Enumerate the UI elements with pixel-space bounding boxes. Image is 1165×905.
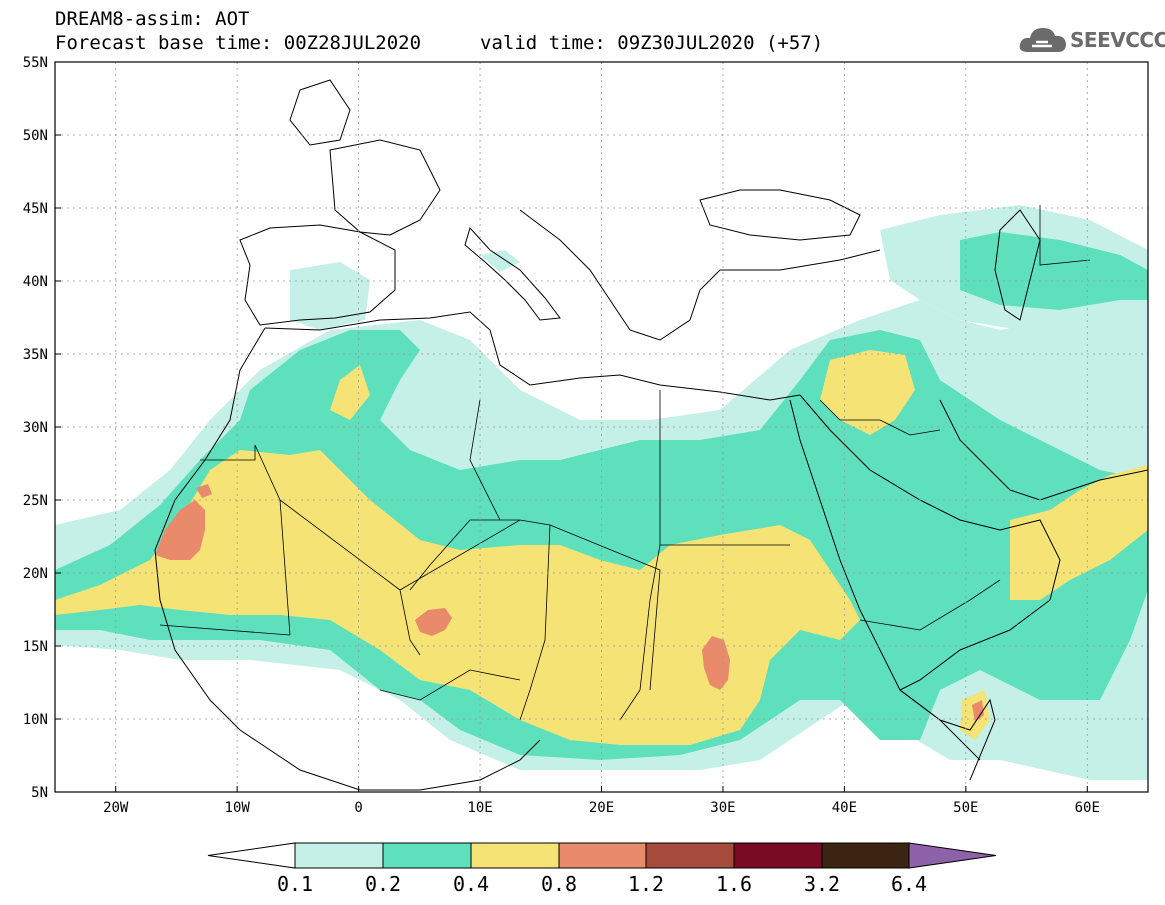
logo-text: SEEVCCC — [1070, 28, 1165, 52]
longitude-labels: 20W 10W 0 10E 20E 30E 40E 50E 60E — [103, 786, 1100, 816]
aot-band-0-1 — [480, 250, 520, 272]
colorbar-segment — [558, 842, 647, 869]
colorbar-label: 0.4 — [452, 872, 490, 896]
longitude-label: 50E — [953, 800, 978, 816]
border — [519, 524, 551, 721]
coastline-iberia — [239, 224, 396, 326]
coastline-west-africa — [154, 327, 541, 791]
border — [159, 624, 291, 636]
coastlines — [154, 79, 1148, 791]
coastline-black-sea — [699, 189, 861, 241]
colorbar-segment — [821, 842, 910, 869]
colorbar-label: 6.4 — [890, 872, 928, 896]
border — [469, 399, 501, 521]
coastline-persian-gulf — [939, 399, 1148, 501]
aot-band-0-2 — [55, 330, 1148, 760]
coastline-caspian — [994, 209, 1041, 321]
border — [379, 669, 521, 701]
colorbar-label: 1.2 — [627, 872, 665, 896]
valid-time: valid time: 09Z30JUL2020 (+57) — [480, 32, 824, 54]
latitude-label: 10N — [23, 712, 48, 728]
aot-band-0-8 — [196, 484, 212, 498]
forecast-base-time: Forecast base time: 00Z28JUL2020 — [55, 32, 422, 54]
colorbar-under-triangle — [207, 842, 296, 869]
colorbar-label: 0.8 — [540, 872, 578, 896]
colorbar-label: 3.2 — [803, 872, 841, 896]
longitude-label: 30E — [710, 800, 735, 816]
border — [409, 519, 520, 591]
border — [619, 544, 661, 721]
longitude-label: 10W — [225, 800, 251, 816]
cloud-icon — [1019, 28, 1066, 52]
latitude-label: 30N — [23, 420, 48, 436]
colorbar — [207, 842, 997, 869]
coastline-italy — [464, 227, 561, 321]
aot-contours — [55, 205, 1148, 780]
colorbar-segment — [645, 842, 735, 869]
latitude-labels: 55N 50N 45N 40N 35N 30N 25N 20N 15N 10N 5N — [23, 55, 61, 801]
border — [859, 579, 1001, 631]
aot-band-0-1 — [290, 262, 370, 330]
colorbar-segment — [382, 842, 472, 869]
latitude-label: 45N — [23, 201, 48, 217]
aot-band-0-8 — [415, 608, 452, 636]
colorbar-label: 0.2 — [364, 872, 402, 896]
latitude-label: 20N — [23, 566, 48, 582]
aot-band-0-4 — [820, 350, 915, 435]
coastline-france — [329, 139, 441, 236]
border — [279, 499, 421, 656]
aot-band-0-8 — [702, 636, 730, 690]
longitude-label: 20W — [103, 800, 129, 816]
longitude-label: 60E — [1075, 800, 1100, 816]
border — [200, 444, 291, 636]
aot-band-0-4 — [1010, 465, 1148, 600]
longitude-label: 20E — [589, 800, 614, 816]
aot-band-0-8 — [155, 500, 205, 560]
colorbar-label: 1.6 — [715, 872, 753, 896]
longitude-label: 0 — [354, 800, 362, 816]
longitude-label: 10E — [467, 800, 492, 816]
latitude-label: 25N — [23, 493, 48, 509]
colorbar-segment — [470, 842, 560, 869]
coastline-balkans-greece — [519, 209, 881, 341]
border — [819, 399, 941, 436]
latitude-label: 15N — [23, 639, 48, 655]
aot-band-0-8 — [972, 700, 984, 722]
latitude-label: 5N — [31, 785, 48, 801]
latitude-label: 40N — [23, 274, 48, 290]
coastline-british-isles — [289, 79, 351, 146]
colorbar-over-triangle — [908, 842, 997, 869]
coastline-horn-of-africa — [899, 689, 996, 781]
aot-band-0-4 — [330, 365, 370, 420]
aot-band-0-2 — [960, 232, 1148, 310]
longitude-label: 40E — [832, 800, 857, 816]
seevccc-logo: SEEVCCC — [1018, 22, 1165, 58]
colorbar-segment — [733, 842, 823, 869]
coastline-arabia — [799, 394, 1061, 691]
map-title: DREAM8-assim: AOT — [55, 8, 250, 30]
coastline-north-africa — [264, 311, 801, 401]
colorbar-segment — [294, 842, 384, 869]
colorbar-label: 0.1 — [276, 872, 314, 896]
latitude-label: 50N — [23, 128, 48, 144]
graticule — [55, 62, 1148, 792]
latitude-label: 35N — [23, 347, 48, 363]
border — [1039, 205, 1091, 266]
aot-band-0-4 — [55, 450, 860, 745]
latitude-label: 55N — [23, 55, 48, 71]
